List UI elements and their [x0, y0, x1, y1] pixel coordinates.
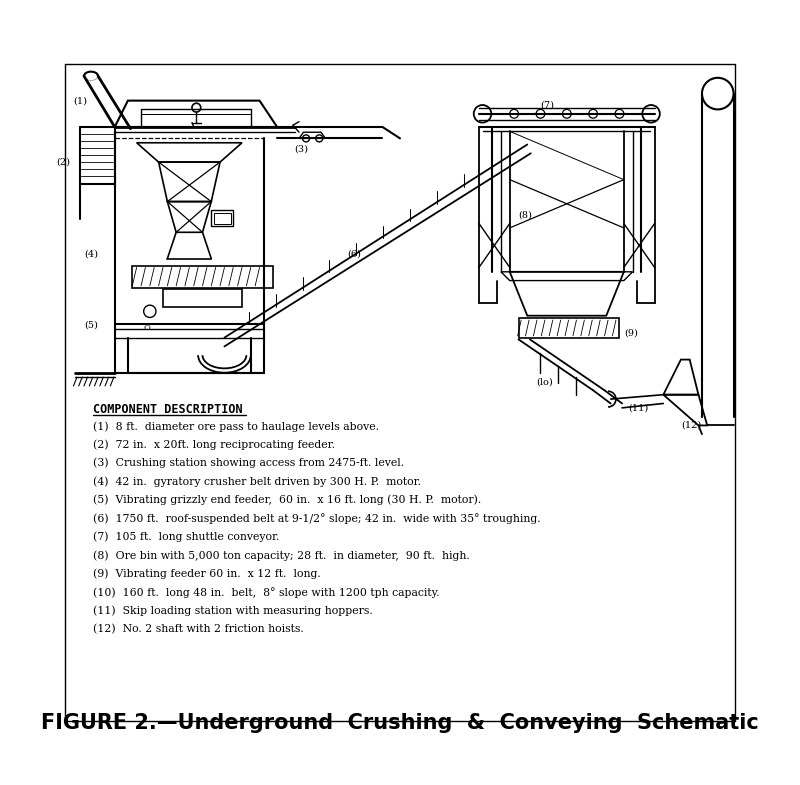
Text: (8): (8)	[518, 210, 532, 219]
Text: (1): (1)	[74, 97, 87, 105]
Bar	[163, 290, 242, 307]
Text: COMPONENT DESCRIPTION: COMPONENT DESCRIPTION	[93, 403, 242, 417]
Text: (4)  42 in.  gyratory crusher belt driven by 300 H. P.  motor.: (4) 42 in. gyratory crusher belt driven …	[93, 476, 421, 487]
Text: (7)  105 ft.  long shuttle conveyor.: (7) 105 ft. long shuttle conveyor.	[93, 531, 279, 542]
Text: (lo): (lo)	[536, 377, 553, 386]
Text: (6): (6)	[347, 250, 362, 259]
Text: (12)  No. 2 shaft with 2 friction hoists.: (12) No. 2 shaft with 2 friction hoists.	[93, 624, 303, 634]
Text: (11)  Skip loading station with measuring hoppers.: (11) Skip loading station with measuring…	[93, 605, 373, 616]
Text: (5)  Vibrating grizzly end feeder,  60 in.  x 16 ft. long (30 H. P.  motor).: (5) Vibrating grizzly end feeder, 60 in.…	[93, 495, 481, 506]
Text: (6)  1750 ft.  roof-suspended belt at 9-1/2° slope; 42 in.  wide with 35° trough: (6) 1750 ft. roof-suspended belt at 9-1/…	[93, 513, 540, 524]
Text: (3)  Crushing station showing access from 2475-ft. level.: (3) Crushing station showing access from…	[93, 458, 404, 469]
Bar	[211, 210, 234, 226]
Text: (9)  Vibrating feeder 60 in.  x 12 ft.  long.: (9) Vibrating feeder 60 in. x 12 ft. lon…	[93, 568, 321, 579]
Text: (5): (5)	[84, 320, 98, 329]
Text: (10)  160 ft.  long 48 in.  belt,  8° slope with 1200 tph capacity.: (10) 160 ft. long 48 in. belt, 8° slope …	[93, 587, 439, 598]
Text: (11): (11)	[628, 403, 649, 412]
Text: (12): (12)	[681, 421, 701, 430]
Text: (1)  8 ft.  diameter ore pass to haulage levels above.: (1) 8 ft. diameter ore pass to haulage l…	[93, 421, 378, 432]
Text: (9): (9)	[624, 329, 638, 338]
Text: O: O	[144, 324, 150, 333]
Text: (8)  Ore bin with 5,000 ton capacity; 28 ft.  in diameter,  90 ft.  high.: (8) Ore bin with 5,000 ton capacity; 28 …	[93, 550, 470, 560]
Text: (4): (4)	[84, 250, 98, 259]
Text: (7): (7)	[541, 100, 554, 110]
Bar	[518, 319, 619, 338]
Text: (2)  72 in.  x 20ft. long reciprocating feeder.: (2) 72 in. x 20ft. long reciprocating fe…	[93, 440, 334, 450]
Text: (2): (2)	[56, 158, 70, 166]
Bar	[132, 265, 273, 287]
Text: FIGURE 2.—Underground  Crushing  &  Conveying  Schematic: FIGURE 2.—Underground Crushing & Conveyi…	[41, 714, 759, 733]
Bar	[214, 213, 230, 224]
Text: (3): (3)	[294, 144, 309, 154]
